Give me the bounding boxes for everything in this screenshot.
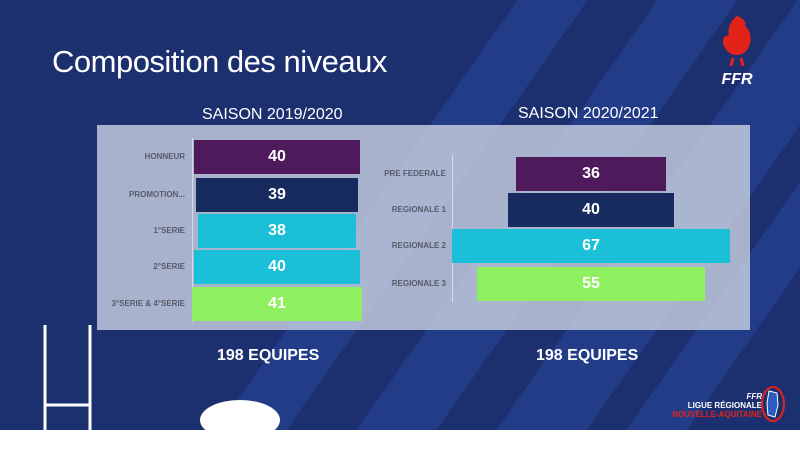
season-title-left: SAISON 2019/2020 <box>202 106 343 123</box>
data-label: 40 <box>582 201 600 218</box>
category-label: 2°SERIE <box>153 262 185 271</box>
ligue-ffr: FFR <box>746 392 762 401</box>
total-right: 198 EQUIPES <box>536 347 639 364</box>
ligue-region: NOUVELLE-AQUITAINE <box>672 410 762 419</box>
category-label: PRE FEDERALE <box>384 169 446 178</box>
bar: 41 <box>191 287 363 321</box>
category-label: 3°SERIE & 4°SERIE <box>111 299 185 308</box>
category-label: REGIONALE 3 <box>391 279 446 288</box>
bar: 40 <box>194 250 360 284</box>
season-title-right: SAISON 2020/2021 <box>518 105 659 122</box>
axis-line <box>452 155 453 302</box>
bar: 55 <box>476 267 706 301</box>
category-label: 1°SERIE <box>153 226 185 235</box>
bar: 39 <box>196 178 358 212</box>
bar: 40 <box>194 140 360 174</box>
ligue-name: LIGUE RÉGIONALE <box>687 401 762 410</box>
ground <box>0 430 800 450</box>
category-label: HONNEUR <box>144 152 185 161</box>
region-map-icon <box>761 386 785 422</box>
data-label: 67 <box>582 237 600 254</box>
rooster-icon <box>722 16 751 67</box>
bar: 40 <box>508 193 674 227</box>
data-label: 36 <box>582 165 600 182</box>
data-label: 39 <box>268 186 286 203</box>
total-left: 198 EQUIPES <box>217 347 320 364</box>
bar: 67 <box>451 229 731 263</box>
axis-line <box>192 138 193 322</box>
data-label: 40 <box>268 148 286 165</box>
data-label: 55 <box>582 275 600 292</box>
data-label: 38 <box>268 222 286 239</box>
ligue-logo: FFR LIGUE RÉGIONALE NOUVELLE-AQUITAINE <box>640 392 762 419</box>
page-title: Composition des niveaux <box>52 44 387 79</box>
bar: 38 <box>198 214 356 248</box>
ffr-logo: FFR <box>707 14 767 89</box>
data-label: 41 <box>268 295 286 312</box>
bar: 36 <box>516 157 666 191</box>
data-label: 40 <box>268 258 286 275</box>
rugby-posts-icon <box>43 325 92 435</box>
ffr-logo-text: FFR <box>721 71 753 88</box>
category-label: PROMOTION... <box>129 190 185 199</box>
category-label: REGIONALE 2 <box>391 241 446 250</box>
category-label: REGIONALE 1 <box>391 205 446 214</box>
